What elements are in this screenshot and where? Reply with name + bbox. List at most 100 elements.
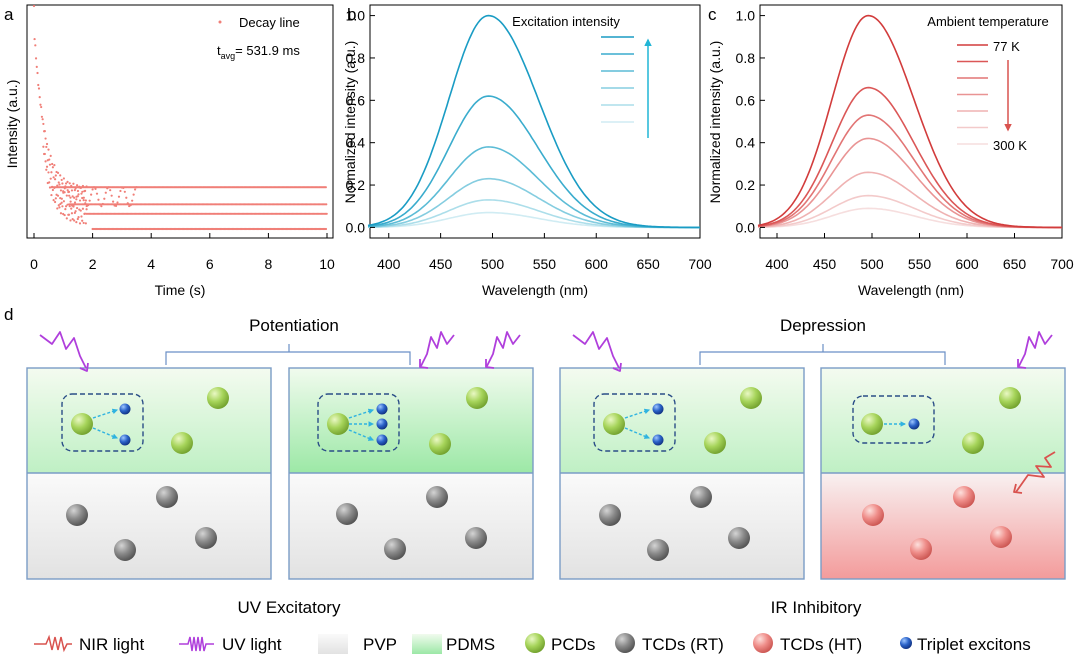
decay-point (62, 191, 65, 194)
exciton-box-3 (593, 393, 676, 452)
decay-point (131, 199, 134, 202)
decay-x-tick-label: 2 (89, 256, 97, 272)
decay-point (62, 200, 65, 203)
decay-point (56, 194, 60, 197)
excitation-y-axis-label: Normalized intensity (a.u.) (342, 41, 358, 204)
pdms-legend-swatch (412, 634, 442, 654)
uv-light-icon (419, 331, 455, 369)
pdms-legend-label: PDMS (446, 635, 495, 654)
pcd-particle (71, 413, 93, 435)
decay-point (58, 206, 61, 209)
depression-bracket (699, 344, 946, 365)
excitation-chart-frame (369, 4, 701, 239)
decay-point (54, 174, 57, 177)
decay-point (71, 218, 74, 221)
y-tick-label: 0.4 (346, 135, 366, 151)
x-tick-label: 400 (377, 256, 401, 272)
exciton-box-1 (61, 393, 144, 452)
decay-point (78, 199, 82, 202)
tcd-rt-particle (156, 486, 178, 508)
decay-point (70, 207, 73, 210)
decay-annotation: tavg= 531.9 ms (217, 43, 300, 61)
decay-point (59, 174, 62, 177)
decay-point (50, 193, 53, 197)
decay-x-tick-label: 8 (265, 256, 273, 272)
decay-point (40, 115, 44, 118)
decay-legend-marker (218, 20, 222, 24)
decay-y-axis-label: Intensity (a.u.) (4, 80, 20, 169)
pcds-legend-icon (525, 633, 545, 653)
decay-point (36, 71, 39, 75)
decay-point (84, 202, 87, 205)
decay-point (81, 190, 84, 193)
decay-point (77, 216, 80, 219)
uv-light-legend-label: UV light (222, 635, 282, 654)
x-tick-label: 500 (481, 256, 505, 272)
tcd-rt-particle (384, 538, 406, 560)
panel-letter-a: a (4, 5, 14, 24)
triplet-exciton (376, 418, 388, 430)
x-tick-label: 700 (688, 256, 712, 272)
pcd-particle (466, 387, 488, 409)
decay-point (82, 196, 85, 199)
decay-point (117, 195, 121, 198)
decay-point (51, 188, 54, 192)
decay-point (73, 201, 77, 204)
decay-point (75, 221, 78, 224)
pdms-layer-box1 (27, 368, 271, 473)
temperature-legend-bottom-label: 300 K (993, 138, 1027, 153)
decay-point (73, 188, 76, 192)
triplet-exciton (652, 434, 664, 446)
decay-legend-label: Decay line (239, 15, 300, 30)
decay-point (70, 189, 74, 192)
decay-point (325, 212, 328, 215)
decay-x-tick-label: 0 (30, 256, 38, 272)
y-tick-label: 1.0 (736, 8, 756, 24)
excitation-legend-title: Excitation intensity (512, 14, 620, 29)
y-tick-label: 0.2 (346, 177, 366, 193)
tcd-rt-particle (336, 503, 358, 525)
decay-point (52, 176, 55, 179)
decay-x-axis-label: Time (s) (155, 282, 206, 298)
decay-point (69, 219, 72, 222)
decay-point (67, 190, 71, 194)
decay-point (133, 188, 137, 191)
decay-point (56, 171, 60, 174)
nir-light-legend-label: NIR light (79, 635, 144, 654)
decay-point (62, 177, 65, 180)
decay-point (98, 203, 102, 206)
decay-point (324, 186, 327, 189)
decay-x-tick-label: 4 (147, 256, 155, 272)
decay-point (37, 87, 41, 90)
excitation-x-axis-label: Wavelength (nm) (482, 282, 588, 298)
decay-point (75, 195, 78, 198)
pvp-legend-label: PVP (363, 635, 397, 654)
decay-point (58, 183, 61, 186)
excitation-spectra-chart: 400 450 500 550 600 650 7000.00.20.40.60.81.0 … (342, 4, 712, 298)
tcd-ht-particle (862, 504, 884, 526)
decay-point (91, 188, 94, 191)
uv-light-icon (1017, 331, 1053, 369)
decay-point (109, 189, 112, 192)
pdms-layer-box4 (821, 368, 1065, 473)
exciton-box-2 (317, 393, 400, 452)
decay-point (72, 182, 75, 185)
decay-point (72, 204, 75, 207)
decay-point (324, 227, 328, 231)
decay-point (53, 200, 57, 204)
spectrum-series-line (367, 146, 700, 229)
spectrum-series-line (758, 207, 1062, 229)
decay-point (34, 44, 37, 47)
decay-point (40, 105, 43, 109)
pcds-legend-label: PCDs (551, 635, 595, 654)
decay-point (110, 194, 113, 197)
decay-point (37, 83, 40, 87)
pcd-particle (171, 432, 193, 454)
decay-point (57, 181, 60, 184)
exciton-arrow (92, 427, 119, 439)
uv-light-legend-icon (179, 636, 214, 652)
triplet-exciton (119, 434, 131, 446)
pcd-particle (327, 413, 349, 435)
decay-point (67, 213, 71, 216)
decay-point (56, 207, 59, 210)
